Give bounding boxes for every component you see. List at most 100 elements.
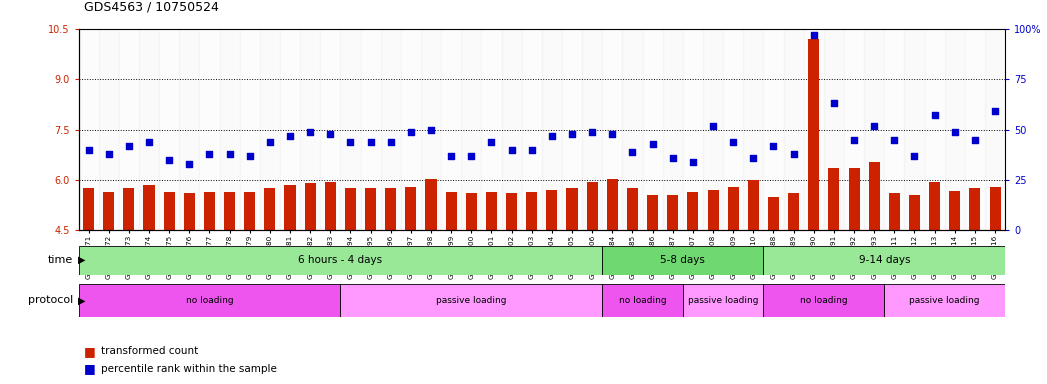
Bar: [405, 187, 417, 230]
Bar: [864, 29, 885, 230]
Bar: [965, 29, 985, 230]
Bar: [446, 192, 456, 230]
Bar: [925, 29, 944, 230]
Text: passive loading: passive loading: [436, 296, 507, 305]
Text: ▶: ▶: [77, 295, 85, 306]
Point: [402, 129, 419, 135]
Bar: [763, 284, 885, 317]
Bar: [83, 189, 94, 230]
Bar: [683, 284, 763, 317]
Point: [644, 141, 661, 147]
Bar: [828, 168, 840, 230]
Bar: [848, 168, 860, 230]
Point: [483, 139, 499, 145]
Bar: [220, 29, 240, 230]
Text: protocol: protocol: [28, 295, 73, 306]
Point: [181, 161, 198, 167]
Text: ■: ■: [84, 345, 95, 358]
Bar: [885, 284, 1005, 317]
Point: [524, 147, 540, 153]
Bar: [804, 29, 824, 230]
Bar: [300, 29, 320, 230]
Bar: [163, 192, 175, 230]
Text: ■: ■: [84, 362, 95, 375]
Bar: [143, 185, 155, 230]
Point: [927, 113, 943, 119]
Point: [624, 149, 641, 155]
Point: [946, 129, 963, 135]
Point: [504, 147, 520, 153]
Bar: [586, 182, 598, 230]
Point: [705, 122, 721, 129]
Point: [563, 131, 580, 137]
Bar: [360, 29, 381, 230]
Bar: [340, 284, 602, 317]
Point: [463, 153, 480, 159]
Bar: [667, 195, 678, 230]
Text: GDS4563 / 10750524: GDS4563 / 10750524: [84, 0, 219, 13]
Text: percentile rank within the sample: percentile rank within the sample: [101, 364, 276, 374]
Bar: [462, 29, 482, 230]
Bar: [365, 189, 376, 230]
Text: passive loading: passive loading: [688, 296, 758, 305]
Point: [846, 137, 863, 143]
Bar: [970, 189, 980, 230]
Point: [81, 147, 97, 153]
Bar: [421, 29, 441, 230]
Point: [725, 139, 741, 145]
Bar: [929, 182, 940, 230]
Point: [282, 132, 298, 139]
Text: ▶: ▶: [77, 255, 85, 265]
Bar: [179, 29, 199, 230]
Bar: [844, 29, 864, 230]
Bar: [602, 29, 622, 230]
Point: [685, 159, 701, 165]
Bar: [885, 29, 905, 230]
Point: [906, 153, 922, 159]
Point: [665, 155, 682, 161]
Bar: [285, 185, 295, 230]
Bar: [79, 246, 602, 275]
Bar: [622, 29, 643, 230]
Text: no loading: no loading: [800, 296, 848, 305]
Bar: [547, 190, 557, 230]
Bar: [643, 29, 663, 230]
Bar: [723, 29, 743, 230]
Point: [805, 32, 822, 38]
Bar: [79, 29, 98, 230]
Bar: [305, 183, 316, 230]
Bar: [566, 189, 578, 230]
Bar: [385, 189, 396, 230]
Bar: [602, 246, 763, 275]
Bar: [562, 29, 582, 230]
Bar: [159, 29, 179, 230]
Bar: [582, 29, 602, 230]
Bar: [627, 189, 638, 230]
Bar: [521, 29, 542, 230]
Bar: [767, 197, 779, 230]
Bar: [808, 39, 820, 230]
Text: no loading: no loading: [619, 296, 666, 305]
Bar: [280, 29, 300, 230]
Bar: [950, 191, 960, 230]
Bar: [703, 29, 723, 230]
Bar: [909, 195, 920, 230]
Bar: [602, 284, 683, 317]
Bar: [985, 29, 1005, 230]
Text: time: time: [48, 255, 73, 265]
Point: [161, 157, 178, 163]
Point: [745, 155, 762, 161]
Bar: [204, 192, 215, 230]
Text: 5-8 days: 5-8 days: [661, 255, 706, 265]
Point: [785, 151, 802, 157]
Point: [221, 151, 238, 157]
Point: [302, 129, 318, 135]
Bar: [441, 29, 462, 230]
Bar: [425, 179, 437, 230]
Bar: [647, 195, 659, 230]
Text: 6 hours - 4 days: 6 hours - 4 days: [298, 255, 382, 265]
Bar: [320, 29, 340, 230]
Bar: [264, 189, 275, 230]
Bar: [340, 29, 360, 230]
Bar: [240, 29, 260, 230]
